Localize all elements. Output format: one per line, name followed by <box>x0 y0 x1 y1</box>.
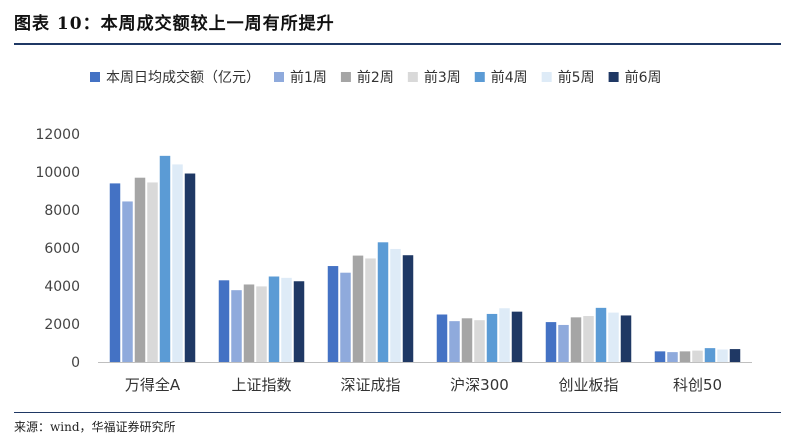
bar <box>692 350 703 362</box>
legend-swatch <box>474 72 485 82</box>
bar <box>352 255 364 362</box>
source-rule <box>14 412 781 413</box>
bar <box>218 280 230 362</box>
bar <box>327 266 339 362</box>
y-tick-label: 8000 <box>44 203 80 219</box>
bar <box>461 318 473 362</box>
bar <box>449 321 460 362</box>
y-tick-label: 12000 <box>35 127 80 143</box>
legend-label: 前5周 <box>558 69 595 86</box>
y-tick-label: 2000 <box>44 317 80 333</box>
bar <box>184 173 196 362</box>
legend-swatch <box>608 72 619 82</box>
bar <box>486 313 498 362</box>
legend-label: 前6周 <box>625 69 662 86</box>
bar <box>583 316 594 362</box>
source-note: 来源：wind，华福证券研究所 <box>14 420 176 434</box>
title-rule <box>14 43 781 45</box>
bar <box>231 290 242 362</box>
bar <box>256 286 267 362</box>
bar <box>281 277 292 362</box>
legend-swatch <box>407 72 418 82</box>
bars <box>109 155 741 362</box>
x-category-label: 深证成指 <box>340 376 400 394</box>
legend-label: 前4周 <box>491 69 528 86</box>
x-axis: 万得全A 上证指数 深证成指 沪深300 创业板指 科创50 <box>98 362 752 394</box>
legend-label: 前1周 <box>290 69 327 86</box>
bar <box>608 312 619 362</box>
y-axis: 0 2000 4000 6000 8000 10000 12000 <box>35 127 80 371</box>
bar <box>545 322 557 362</box>
bar <box>667 352 678 362</box>
bar <box>402 255 414 362</box>
bar <box>717 349 728 362</box>
bar <box>243 284 255 362</box>
bar <box>704 348 716 362</box>
y-tick-label: 10000 <box>35 165 80 181</box>
x-category-label: 科创50 <box>673 376 722 394</box>
x-category-label: 沪深300 <box>450 376 509 394</box>
bar <box>436 314 448 362</box>
legend-label: 前3周 <box>424 69 461 86</box>
legend-swatch <box>90 72 100 82</box>
bar <box>570 317 582 362</box>
bar <box>511 311 523 362</box>
legend-label: 本周日均成交额（亿元） <box>106 69 260 86</box>
bar <box>293 281 305 362</box>
bar <box>122 201 133 362</box>
bar <box>134 177 146 362</box>
legend-label: 前2周 <box>357 69 394 86</box>
bar <box>499 308 510 362</box>
legend-swatch <box>541 72 552 82</box>
legend: 本周日均成交额（亿元） 前1周 前2周 前3周 前4周 前5周 前6周 <box>90 69 662 86</box>
bar <box>172 164 183 362</box>
bar <box>159 155 171 362</box>
y-tick-label: 0 <box>71 355 80 371</box>
bar <box>679 351 691 362</box>
y-tick-label: 4000 <box>44 279 80 295</box>
x-category-label: 上证指数 <box>231 376 291 394</box>
bar <box>595 307 607 362</box>
y-tick-label: 6000 <box>44 241 80 257</box>
bar <box>729 349 741 362</box>
figure-title: 图表 10：本周成交额较上一周有所提升 <box>14 14 335 34</box>
x-category-label: 创业板指 <box>558 376 618 394</box>
bar <box>365 258 376 362</box>
legend-swatch <box>340 72 351 82</box>
bar <box>147 182 158 362</box>
bar <box>377 242 389 362</box>
legend-swatch <box>274 72 284 82</box>
bar <box>390 248 401 362</box>
bar <box>109 183 121 362</box>
bar <box>340 272 351 362</box>
bar <box>268 276 280 362</box>
bar <box>558 324 569 362</box>
bar <box>474 320 485 362</box>
x-category-label: 万得全A <box>125 376 181 394</box>
bar <box>620 315 632 362</box>
bar <box>654 351 666 362</box>
